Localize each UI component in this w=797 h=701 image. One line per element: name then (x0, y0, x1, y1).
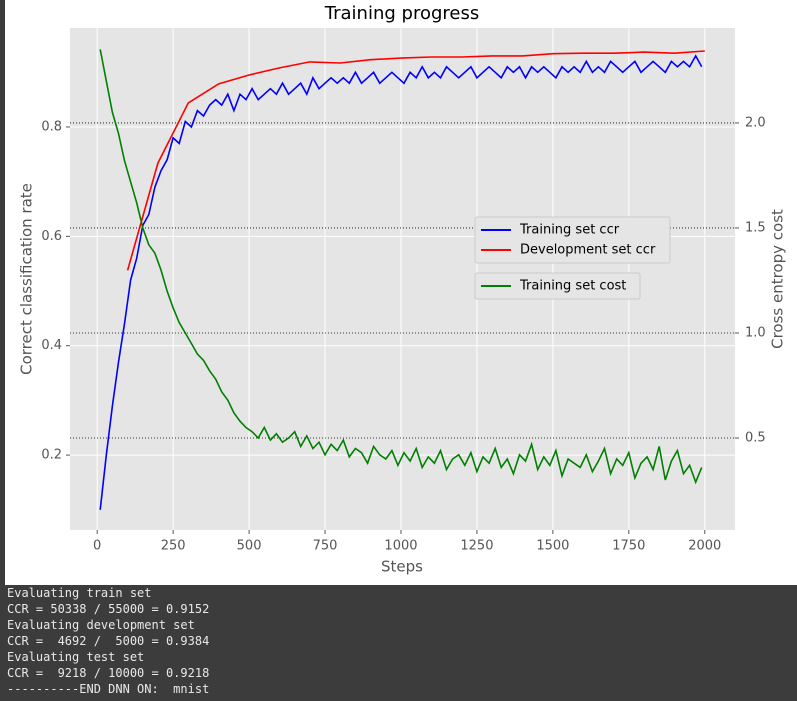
x-tick-label: 250 (161, 539, 186, 554)
console-line: CCR = 4692 / 5000 = 0.9384 (7, 634, 210, 648)
data-line (99, 54, 703, 510)
y-tick-label: 0.4 (41, 338, 62, 353)
x-tick-label: 1000 (384, 539, 417, 554)
y-axis-label: Correct classification rate (18, 183, 36, 375)
x-tick-label: 500 (237, 539, 262, 554)
console-line: Evaluating train set (7, 586, 152, 600)
x-tick-label: 750 (313, 539, 338, 554)
x-tick-label: 1250 (460, 539, 493, 554)
legend-box (474, 272, 641, 300)
console-line: CCR = 9218 / 10000 = 0.9218 (7, 666, 210, 680)
y-tick-label: 0.2 (41, 448, 62, 463)
y-tick-label: 0.8 (41, 119, 62, 134)
x-axis-label: Steps (381, 558, 423, 576)
chart-title: Training progress (324, 3, 479, 24)
x-tick-label: 2000 (688, 539, 721, 554)
y2-tick-label: 2.0 (745, 115, 766, 130)
chart: Training progress Steps Correct classifi… (5, 0, 797, 585)
legend-label: Training set ccr (519, 223, 620, 238)
y2-tick-label: 0.5 (745, 431, 766, 446)
legend-label: Development set ccr (520, 243, 656, 258)
y-tick-label: 0.6 (41, 229, 62, 244)
legend-box (474, 216, 671, 264)
legend-label: Training set cost (519, 279, 626, 294)
data-line (126, 50, 705, 271)
y2-axis-label: Cross entropy cost (769, 209, 787, 349)
y2-tick-label: 1.5 (745, 220, 766, 235)
console-line: CCR = 50338 / 55000 = 0.9152 (7, 602, 210, 616)
x-tick-label: 1500 (536, 539, 569, 554)
x-tick-label: 1750 (612, 539, 645, 554)
console-line: Evaluating development set (7, 618, 195, 632)
x-tick-label: 0 (93, 539, 101, 554)
console-line: ----------END DNN ON: mnist (7, 682, 210, 696)
y2-tick-label: 1.0 (745, 325, 766, 340)
console-output: Evaluating train set CCR = 50338 / 55000 … (0, 585, 797, 701)
data-line (99, 49, 703, 485)
console-line: Evaluating test set (7, 650, 145, 664)
